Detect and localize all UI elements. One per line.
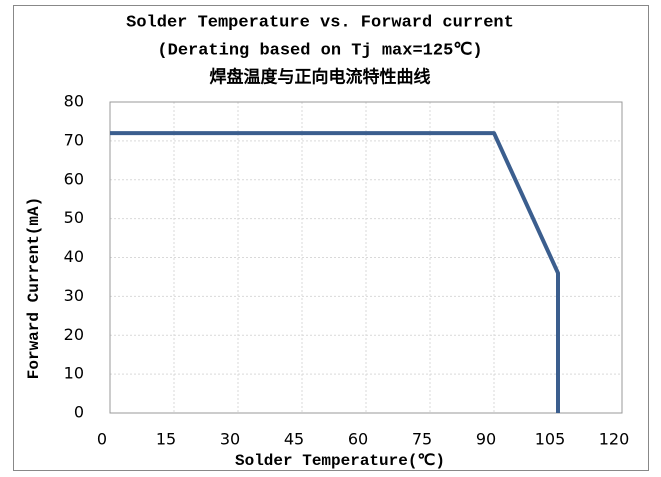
data-line: [110, 131, 560, 413]
y-tick-label: 70: [64, 130, 84, 149]
y-tick-label: 30: [64, 286, 84, 305]
x-tick-label: 105: [535, 430, 566, 449]
x-axis-label: Solder Temperature(℃): [235, 452, 445, 470]
y-tick-label: 0: [74, 403, 84, 422]
chart-title: Solder Temperature vs. Forward current: [126, 13, 514, 32]
chart-title: 焊盘温度与正向电流特性曲线: [210, 66, 431, 88]
x-tick-label: 30: [220, 430, 240, 449]
y-tick-label: 20: [64, 325, 84, 344]
x-tick-label: 45: [284, 430, 304, 449]
plot-frame: [109, 101, 623, 414]
y-tick-label: 10: [64, 364, 84, 383]
chart-title: (Derating based on Tj max=125℃): [157, 41, 482, 60]
y-tick-label: 40: [64, 247, 84, 266]
y-tick-label: 60: [64, 169, 84, 188]
y-tick-label: 50: [64, 208, 84, 227]
x-tick-label: 75: [412, 430, 432, 449]
x-tick-label: 90: [476, 430, 496, 449]
y-tick-label: 80: [64, 92, 84, 111]
x-tick-label: 0: [97, 430, 107, 449]
x-tick-label: 15: [156, 430, 176, 449]
y-axis-label: Forward Current(mA): [25, 197, 43, 379]
x-tick-label: 120: [599, 430, 630, 449]
x-tick-label: 60: [348, 430, 368, 449]
